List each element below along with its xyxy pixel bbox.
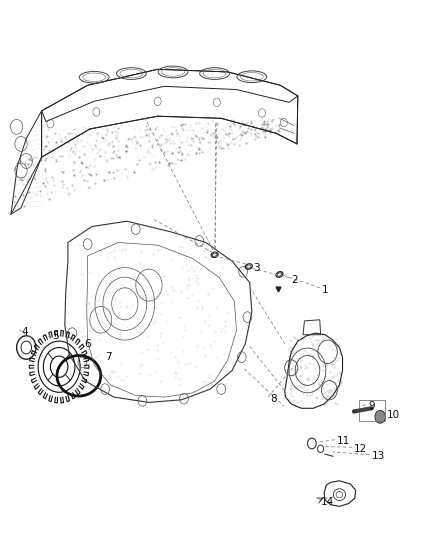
- Text: 1: 1: [322, 286, 328, 295]
- Text: 12: 12: [354, 444, 367, 454]
- Text: 7: 7: [105, 352, 112, 362]
- Text: 14: 14: [321, 497, 334, 507]
- Bar: [359, 400, 385, 421]
- Text: 9: 9: [368, 401, 374, 411]
- Text: 6: 6: [84, 339, 91, 349]
- Text: 3: 3: [253, 263, 260, 272]
- Text: 2: 2: [291, 275, 298, 285]
- Text: 8: 8: [271, 394, 277, 403]
- Text: 4: 4: [21, 327, 28, 336]
- Text: 11: 11: [336, 437, 350, 446]
- Text: 13: 13: [371, 451, 385, 461]
- Text: 10: 10: [386, 410, 399, 419]
- Text: 5: 5: [53, 331, 59, 341]
- Circle shape: [375, 410, 385, 423]
